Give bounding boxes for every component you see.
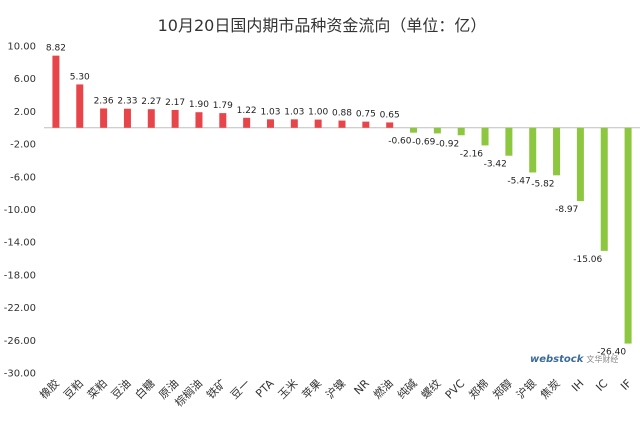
- category-label: 纯碱: [395, 377, 420, 402]
- category-label: 沪银: [513, 376, 538, 401]
- bar: [362, 121, 370, 128]
- bar: [52, 55, 60, 128]
- bar-value-label: -15.06: [573, 255, 602, 265]
- bar: [481, 127, 489, 146]
- bar: [457, 127, 465, 136]
- bar: [147, 109, 155, 128]
- bar: [171, 110, 179, 128]
- bar-value-label: -0.60: [388, 137, 412, 147]
- y-tick-label: 6.00: [14, 74, 36, 85]
- y-tick-label: 10.00: [7, 42, 36, 53]
- bar-value-label: -2.16: [460, 149, 484, 159]
- category-label: IC: [593, 377, 610, 394]
- bar-value-label: 1.90: [189, 100, 209, 110]
- y-tick-label: -2.00: [10, 140, 36, 151]
- bar: [195, 112, 203, 128]
- bar-value-label: 0.75: [356, 110, 376, 120]
- category-label: 菜粕: [84, 376, 109, 401]
- y-tick-label: -18.00: [4, 270, 36, 281]
- bar: [100, 108, 108, 128]
- bar: [123, 108, 131, 128]
- bar: [290, 119, 298, 128]
- y-tick-label: -14.00: [4, 238, 36, 249]
- bar-value-label: 2.17: [165, 98, 185, 108]
- bar-value-label: -3.42: [484, 160, 507, 170]
- bar: [219, 113, 227, 128]
- y-tick-label: -22.00: [4, 303, 36, 314]
- category-label: IF: [618, 377, 634, 393]
- category-label: 橡胶: [37, 376, 62, 401]
- bar-value-label: 0.88: [332, 109, 352, 119]
- category-label: 沪镍: [323, 376, 348, 401]
- category-label: 郑棉: [466, 376, 491, 401]
- bar: [600, 127, 608, 251]
- bar: [266, 119, 274, 128]
- y-tick-label: -30.00: [4, 369, 36, 380]
- category-label: 豆一: [228, 377, 253, 402]
- chart-title: 10月20日国内期市品种资金流向（单位：亿）: [157, 16, 487, 35]
- category-label: 白糖: [132, 376, 157, 401]
- logo-brand-text: webstock: [530, 354, 584, 365]
- bar-value-label: -5.47: [507, 176, 530, 186]
- bar: [338, 120, 346, 128]
- bar: [576, 127, 584, 202]
- bar: [314, 119, 322, 128]
- webstock-logo: webstock 文华财经: [530, 354, 618, 365]
- bar-value-label: -0.92: [436, 139, 459, 149]
- category-label: PVC: [443, 377, 468, 402]
- category-label: 玉米: [276, 377, 301, 402]
- y-tick-label: 2.00: [14, 107, 36, 118]
- bar: [433, 127, 441, 134]
- bar-value-label: 1.79: [213, 101, 233, 111]
- category-label: 焦炭: [538, 377, 563, 402]
- bar-value-label: -8.97: [555, 205, 578, 215]
- bar: [243, 117, 251, 128]
- y-tick-label: -10.00: [4, 205, 36, 216]
- category-label: 棕榈油: [172, 376, 205, 409]
- bar-value-label: -26.40: [597, 348, 626, 358]
- bar-value-label: 2.27: [141, 97, 161, 107]
- bar-value-label: 5.30: [70, 72, 90, 82]
- bar-value-label: 8.82: [46, 44, 66, 54]
- bar: [553, 127, 561, 176]
- bar-value-label: 2.36: [94, 96, 114, 106]
- bar-value-label: 0.65: [380, 110, 400, 120]
- bar-value-label: 2.33: [117, 97, 137, 107]
- bar: [386, 122, 394, 128]
- category-label: 苹果: [299, 376, 324, 401]
- bar: [76, 84, 84, 128]
- y-tick-label: -6.00: [10, 172, 36, 183]
- category-label: 豆粕: [60, 376, 85, 401]
- bar-value-label: -0.69: [412, 137, 436, 147]
- category-label: 燃油: [370, 376, 395, 401]
- category-label: IH: [569, 377, 586, 394]
- category-label: 豆油: [108, 376, 133, 401]
- bar: [505, 127, 513, 156]
- bar-value-label: 1.03: [284, 107, 304, 117]
- bar: [529, 127, 537, 173]
- category-label: NR: [352, 377, 373, 398]
- bar-value-label: 1.00: [308, 108, 328, 118]
- bar: [410, 127, 418, 133]
- bar: [624, 127, 632, 344]
- category-label: PTA: [253, 377, 277, 401]
- y-tick-label: -26.00: [4, 336, 36, 347]
- bar-value-label: -5.82: [531, 179, 554, 189]
- category-label: 郑醇: [490, 376, 515, 401]
- bar-value-label: 1.03: [260, 107, 280, 117]
- category-label: 铁矿: [204, 377, 229, 402]
- logo-brand-cn: 文华财经: [586, 355, 619, 364]
- bar-value-label: 1.22: [237, 106, 257, 116]
- category-label: 螺纹: [418, 376, 443, 401]
